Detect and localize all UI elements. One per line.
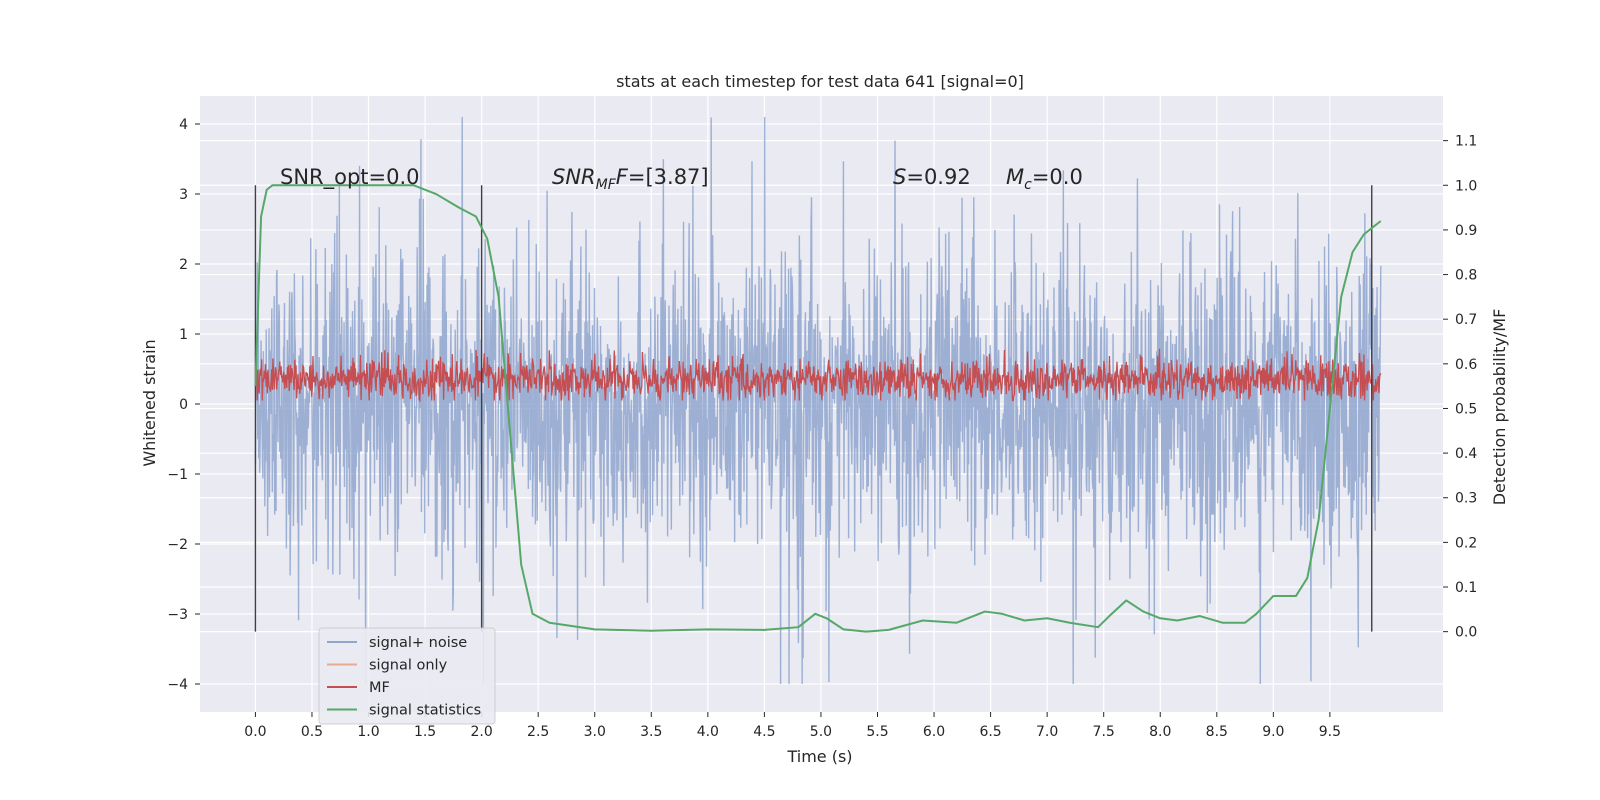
- legend-label: MF: [369, 680, 390, 696]
- legend-label: signal+ noise: [369, 635, 467, 651]
- y2-tick-label: 0.8: [1455, 268, 1477, 284]
- y2-tick-label: 0.9: [1455, 223, 1477, 239]
- y-tick-label: 3: [179, 187, 188, 203]
- x-tick-label: 1.0: [357, 724, 379, 740]
- y2-tick-label: 0.5: [1455, 401, 1477, 417]
- y2-tick-label: 0.2: [1455, 535, 1477, 551]
- y2-tick-label: 1.1: [1455, 134, 1477, 150]
- x-tick-label: 2.5: [527, 724, 549, 740]
- y-tick-label: −2: [167, 537, 188, 553]
- x-tick-label: 5.5: [866, 724, 888, 740]
- signal-statistics-line: [254, 184, 1382, 633]
- y2-tick-label: 0.0: [1455, 625, 1477, 641]
- x-tick-label: 3.5: [640, 724, 662, 740]
- annotation-snr-mf: SNRMFF=[3.87]: [552, 165, 709, 193]
- y-tick-label: 0: [179, 397, 188, 413]
- x-tick-label: 8.5: [1206, 724, 1228, 740]
- annotation-s: S=0.92: [893, 165, 971, 189]
- series-signal-statistics: [254, 184, 1382, 633]
- y2-tick-label: 0.7: [1455, 312, 1477, 328]
- plot-area: [200, 96, 1443, 712]
- vertical-markers: [254, 185, 1373, 632]
- x-tick-label: 5.0: [810, 724, 832, 740]
- legend-label: signal only: [369, 658, 448, 674]
- x-tick-label: 9.5: [1319, 724, 1341, 740]
- y-axis-label: Whitened strain: [140, 339, 159, 466]
- x-tick-label: 6.5: [979, 724, 1001, 740]
- x-axis-ticks: 0.0 0.5 1.0 1.5 2.0 2.5 3.0 3.5 4.0 4.5 5.0 5.5 6.0 6…: [244, 712, 1341, 740]
- y-tick-label: −1: [167, 467, 188, 483]
- annotation-mc: Mc=0.0: [1006, 165, 1083, 193]
- chart-title: stats at each timestep for test data 641…: [616, 72, 1024, 91]
- y-tick-label: −4: [167, 677, 188, 693]
- x-tick-label: 1.5: [414, 724, 436, 740]
- signal-plus-noise-line: [254, 116, 1382, 685]
- x-axis-label: Time (s): [786, 747, 852, 766]
- y2-axis-ticks: 0.0 0.1 0.2 0.3 0.4 0.5 0.6 0.7 0.8 0.9 1.0 1.1: [1443, 134, 1477, 641]
- y2-tick-label: 0.3: [1455, 491, 1477, 507]
- x-tick-label: 9.0: [1262, 724, 1284, 740]
- y-tick-label: 4: [179, 117, 188, 133]
- x-tick-label: 2.0: [470, 724, 492, 740]
- y-tick-label: 2: [179, 257, 188, 273]
- x-tick-label: 4.0: [697, 724, 719, 740]
- legend-box: [318, 627, 496, 725]
- y-tick-label: 1: [179, 327, 188, 343]
- x-tick-label: 3.0: [584, 724, 606, 740]
- x-tick-label: 7.0: [1036, 724, 1058, 740]
- x-tick-label: 8.0: [1149, 724, 1171, 740]
- legend: signal+ noise signal only MF signal statist…: [318, 627, 496, 725]
- x-tick-label: 0.0: [244, 724, 266, 740]
- y2-tick-label: 0.4: [1455, 446, 1477, 462]
- y-tick-label: −3: [167, 607, 188, 623]
- annotation-snr-opt: SNR_opt=0.0: [280, 165, 420, 190]
- x-tick-label: 7.5: [1093, 724, 1115, 740]
- y2-tick-label: 0.6: [1455, 357, 1477, 373]
- y2-tick-label: 0.1: [1455, 580, 1477, 596]
- x-tick-label: 0.5: [301, 724, 323, 740]
- x-tick-label: 6.0: [923, 724, 945, 740]
- y2-axis-label: Detection probability/MF: [1490, 309, 1509, 506]
- series-signal-plus-noise: [254, 116, 1382, 685]
- y-axis-ticks: −4 −3 −2 −1 0 1 2 3 4: [167, 117, 200, 693]
- x-tick-label: 4.5: [753, 724, 775, 740]
- mf-line: [254, 348, 1382, 403]
- y2-tick-label: 1.0: [1455, 178, 1477, 194]
- series-mf: [254, 348, 1382, 403]
- legend-label: signal statistics: [369, 703, 481, 719]
